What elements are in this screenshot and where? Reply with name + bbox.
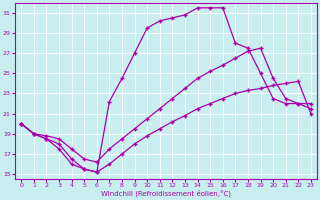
X-axis label: Windchill (Refroidissement éolien,°C): Windchill (Refroidissement éolien,°C) xyxy=(101,190,231,197)
